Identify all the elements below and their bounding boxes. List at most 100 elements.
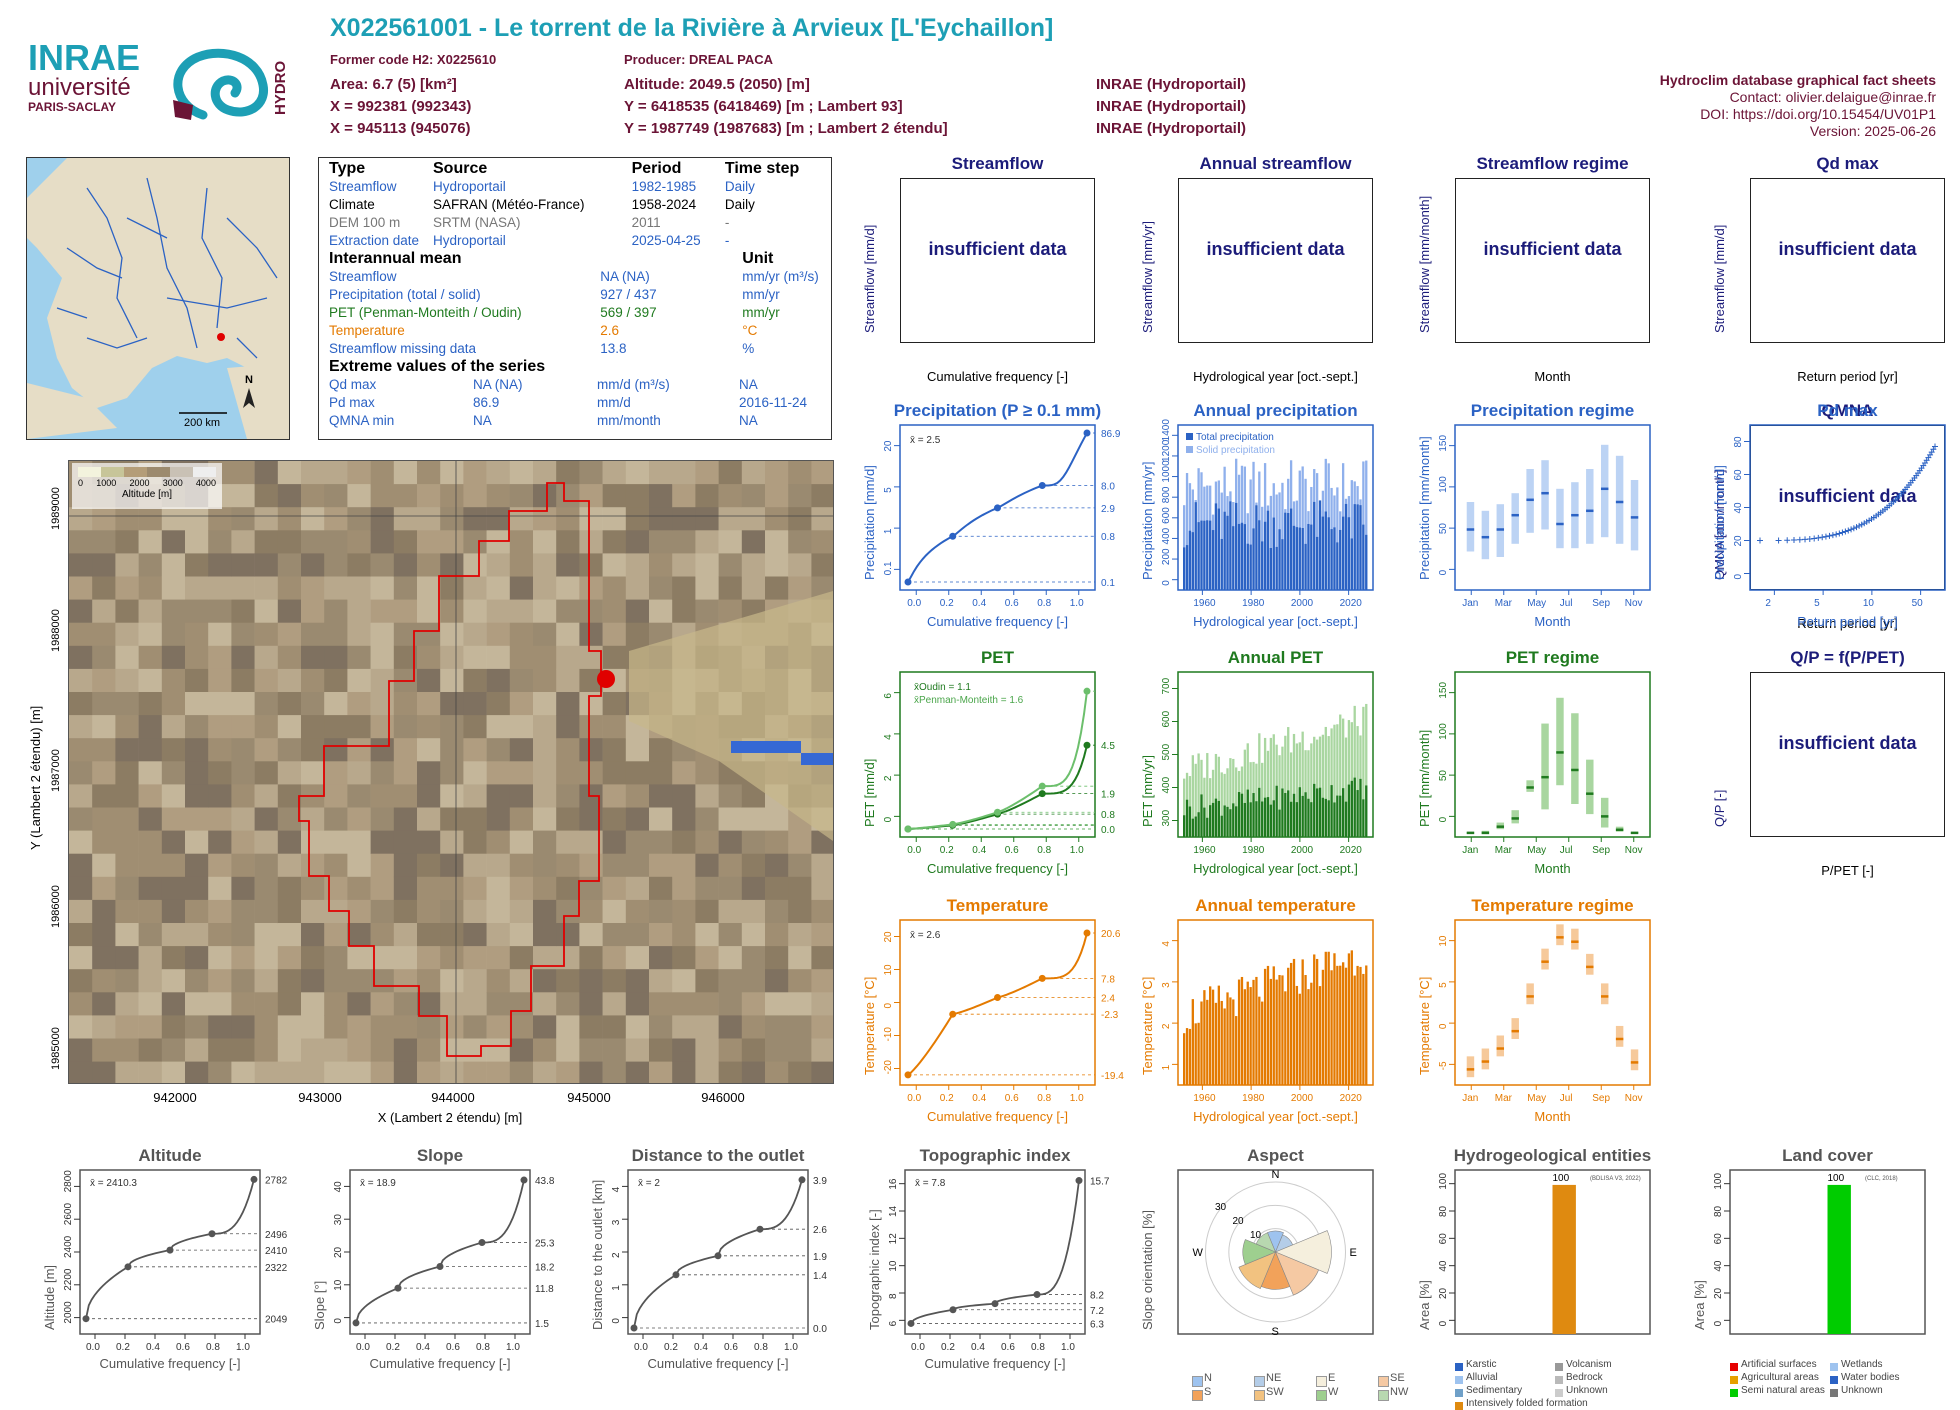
aspect-legend-item: SE [1390,1372,1405,1384]
dem-cell [695,923,719,947]
dem-cell [69,577,93,601]
x-tick-label: 1980 [1242,845,1265,856]
annual_precip-bar [1307,524,1309,590]
version: Version: 2025-06-26 [1660,123,1936,140]
y-tick-label: 10 [888,1260,899,1272]
y-lambert93: Y = 6418535 (6418469) [m ; Lambert 93] [624,98,903,115]
dem-cell [556,715,580,739]
dem-cell [626,784,650,808]
dem-cell [394,692,418,716]
dem-cell [394,808,418,832]
dem-cell [765,1015,789,1039]
dem-cell [185,623,209,647]
dem-cell [162,669,186,693]
dem-cell [69,507,93,531]
dem-cell [231,646,255,670]
dem-cell [626,553,650,577]
aspect-legend-swatch [1316,1390,1327,1401]
dem-cell [719,507,743,531]
dem-cell [695,877,719,901]
dem-cell [324,761,348,785]
y-tick-label: 20 [1713,1287,1724,1299]
x-tick-label: 0.2 [940,598,954,609]
landcover-legend-item: Wetlands [1841,1359,1883,1370]
annual_pet-bar [1273,800,1275,837]
dem-cell [649,577,673,601]
dem-cell [162,808,186,832]
dem-cell [440,577,464,601]
dem-cell [324,877,348,901]
annual_precip-bar [1328,517,1330,590]
annual_temp-bar [1195,1023,1197,1085]
annual_precip-bar [1319,500,1321,590]
dem-cell [417,1062,441,1083]
dem-cell [603,854,627,878]
dem-cell [208,507,232,531]
dem-cell [765,854,789,878]
dem-cell [394,1062,418,1083]
pd_max-point [1757,538,1763,544]
dem-cell [231,530,255,554]
pet-legend-2: x̄Penman-Monteith = 1.6 [914,695,1024,706]
x-tick-label: May [1527,598,1546,609]
dem-cell [347,1062,371,1083]
dem-cell [115,808,138,832]
annual_pet-bar [1293,794,1295,837]
dem-cell [371,600,395,624]
dem-cell [649,530,673,554]
annual_temp-bar [1241,977,1243,1085]
dem-cell [92,738,116,762]
dem-cell [69,646,93,670]
dem-cell [324,1062,348,1083]
dem-cell [626,761,650,785]
annual_temp-bar [1221,1001,1223,1085]
y-tick-label: 40 [1733,502,1744,514]
dem-cell [719,992,743,1016]
legend-swatch [1186,446,1193,453]
dem-cell [672,507,696,531]
dem-cell [811,923,833,947]
dem-cell [626,992,650,1016]
y-tick-label: 100 [1438,476,1449,493]
dem-cell [695,553,719,577]
x-tick-label: 0.4 [694,1342,708,1353]
dem-cell [672,900,696,924]
pd_max-point [1842,529,1848,535]
qd_max-insufficient: insufficient data [1750,239,1945,260]
dem-cell [788,992,812,1016]
dem-cell [394,715,418,739]
dem-cell [324,1015,348,1039]
dem-cell [324,854,348,878]
dem-cell [347,530,371,554]
dem-cell [115,692,138,716]
dem-cell [417,969,441,993]
dem-cell [649,969,673,993]
dem-cell [533,692,557,716]
y-tick-label: 0 [1438,1023,1449,1029]
x-tick-label: 1.0 [1070,1093,1084,1104]
dem-cell [556,761,580,785]
annual_streamflow-ylabel: Streamflow [mm/yr] [1140,221,1155,333]
dem-cell [603,738,627,762]
y-tick-label: 200 [1161,548,1172,565]
annual_pet-bar [1284,793,1286,837]
dem-cell [440,738,464,762]
dem-cell [208,738,232,762]
dem-cell [463,507,487,531]
dem-cell [185,507,209,531]
dem-cell [324,738,348,762]
legend-swatch [1186,433,1193,440]
dem-cell [347,600,371,624]
dem-cell [162,761,186,785]
dem-cell [69,923,93,947]
dem-cell [556,808,580,832]
dem-cell [487,1062,511,1083]
temp_regime-box [1616,1026,1623,1047]
dem-cell [788,530,812,554]
y-tick-label: 0 [883,816,894,822]
dem-cell [162,784,186,808]
dem-cell [92,877,116,901]
topo-point [1076,1177,1083,1184]
x-tick-label: 2000 [1291,1093,1314,1104]
